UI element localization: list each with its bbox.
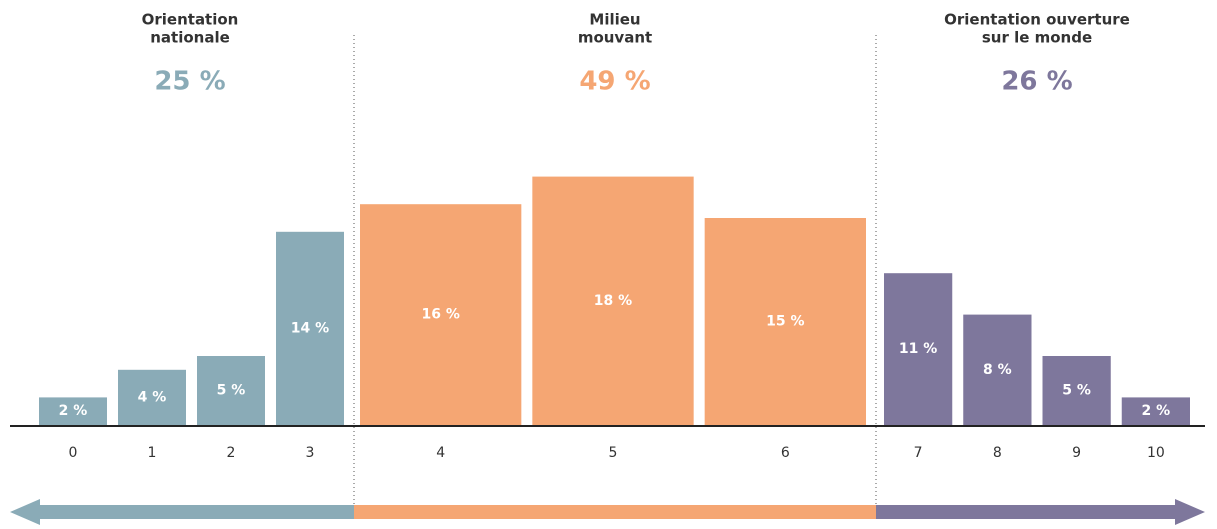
x-tick-label: 3 bbox=[306, 445, 315, 461]
group-title: Orientation bbox=[142, 11, 239, 29]
bar bbox=[1121, 397, 1190, 425]
data-label: 18 % bbox=[594, 293, 632, 309]
group-total: 25 % bbox=[154, 67, 225, 97]
arrow-shaft bbox=[876, 505, 1176, 519]
arrow-head bbox=[10, 499, 40, 525]
x-tick-label: 5 bbox=[609, 445, 618, 461]
group-total: 49 % bbox=[579, 67, 650, 97]
data-label: 11 % bbox=[899, 341, 937, 357]
data-label: 2 % bbox=[59, 403, 88, 419]
data-label: 8 % bbox=[983, 362, 1012, 378]
arrow-head bbox=[1175, 499, 1205, 525]
bar bbox=[360, 204, 522, 425]
group-title: mouvant bbox=[578, 29, 652, 47]
group-title: sur le monde bbox=[982, 29, 1092, 47]
bar bbox=[704, 218, 866, 425]
bar bbox=[884, 273, 953, 425]
x-tick-label: 2 bbox=[227, 445, 236, 461]
x-tick-label: 8 bbox=[993, 445, 1002, 461]
data-label: 2 % bbox=[1142, 403, 1171, 419]
bar bbox=[963, 314, 1032, 425]
bar bbox=[197, 356, 265, 425]
data-label: 14 % bbox=[291, 320, 329, 336]
bar bbox=[532, 176, 694, 425]
x-tick-label: 10 bbox=[1147, 445, 1165, 461]
x-tick-label: 9 bbox=[1072, 445, 1081, 461]
x-tick-label: 0 bbox=[69, 445, 78, 461]
data-label: 15 % bbox=[766, 314, 804, 330]
data-label: 16 % bbox=[421, 307, 459, 323]
x-tick-label: 7 bbox=[914, 445, 923, 461]
bar bbox=[39, 397, 107, 425]
group-title: nationale bbox=[150, 29, 230, 47]
data-label: 5 % bbox=[217, 383, 246, 399]
bar bbox=[276, 231, 344, 425]
data-label: 5 % bbox=[1062, 383, 1091, 399]
group-total: 26 % bbox=[1001, 67, 1072, 97]
group-title: Orientation ouverture bbox=[944, 11, 1130, 29]
arrow-shaft bbox=[39, 505, 354, 519]
x-tick-label: 1 bbox=[148, 445, 157, 461]
x-tick-label: 4 bbox=[436, 445, 445, 461]
bar bbox=[118, 369, 186, 425]
x-tick-label: 6 bbox=[781, 445, 790, 461]
data-label: 4 % bbox=[138, 389, 167, 405]
bar bbox=[1042, 356, 1111, 425]
group-title: Milieu bbox=[589, 11, 640, 29]
arrow-shaft bbox=[354, 505, 876, 519]
